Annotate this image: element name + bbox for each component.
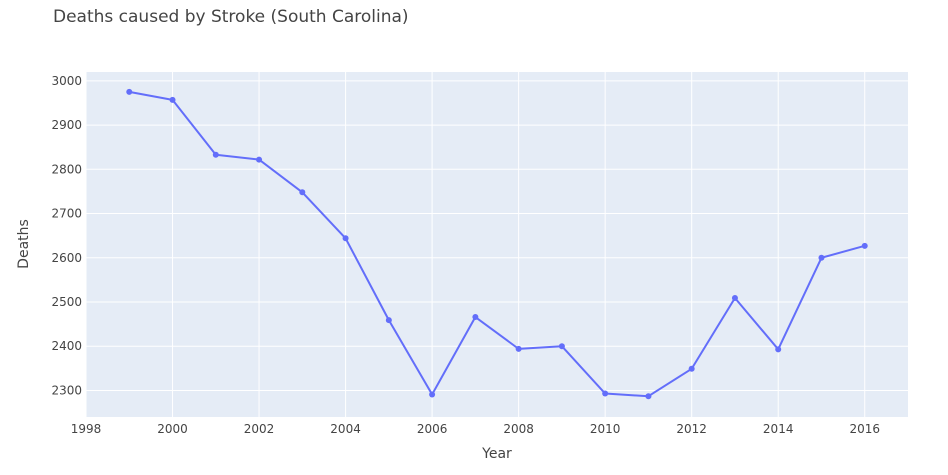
plot-area — [86, 72, 908, 417]
x-tick-label: 2006 — [417, 422, 448, 436]
data-point[interactable] — [861, 242, 868, 249]
data-point[interactable] — [385, 317, 392, 324]
x-tick-label: 2008 — [503, 422, 534, 436]
y-tick-labels: 2300 2400 2500 2600 2700 2800 2900 3000 — [51, 74, 82, 398]
x-tick-label: 2014 — [763, 422, 794, 436]
y-tick-label: 2500 — [51, 295, 82, 309]
y-tick-label: 2800 — [51, 162, 82, 176]
data-point[interactable] — [169, 96, 176, 103]
x-axis-title: Year — [481, 446, 512, 462]
data-point[interactable] — [602, 390, 609, 397]
x-tick-label: 2012 — [676, 422, 707, 436]
data-point[interactable] — [299, 189, 306, 196]
data-point[interactable] — [818, 254, 825, 261]
x-tick-label: 2000 — [157, 422, 188, 436]
data-point[interactable] — [558, 343, 565, 350]
x-tick-label: 2004 — [330, 422, 361, 436]
data-point[interactable] — [515, 345, 522, 352]
grid-lines — [85, 72, 908, 417]
data-point[interactable] — [256, 156, 263, 163]
y-tick-label: 2600 — [51, 251, 82, 265]
data-point[interactable] — [731, 295, 738, 302]
series-layer — [126, 88, 868, 400]
data-point[interactable] — [645, 393, 652, 400]
x-tick-label: 2010 — [590, 422, 621, 436]
data-point[interactable] — [775, 346, 782, 353]
data-point[interactable] — [688, 365, 695, 372]
y-tick-label: 2300 — [51, 383, 82, 397]
data-point[interactable] — [342, 235, 349, 242]
y-tick-label: 3000 — [51, 74, 82, 88]
x-tick-label: 1998 — [71, 422, 102, 436]
data-point[interactable] — [472, 314, 479, 321]
x-tick-label: 2002 — [244, 422, 275, 436]
y-tick-label: 2400 — [51, 339, 82, 353]
series-line — [129, 90, 866, 398]
y-tick-label: 2700 — [51, 207, 82, 221]
y-axis-title: Deaths — [16, 219, 32, 269]
x-tick-labels: 1998 2000 2002 2004 2006 2008 2010 2012 2014 2016 — [71, 422, 880, 436]
chart-title: Deaths caused by Stroke (South Carolina) — [53, 7, 409, 27]
data-point[interactable] — [126, 88, 133, 95]
x-tick-label: 2016 — [849, 422, 880, 436]
data-point[interactable] — [212, 151, 219, 158]
data-point[interactable] — [429, 391, 436, 398]
y-tick-label: 2900 — [51, 118, 82, 132]
